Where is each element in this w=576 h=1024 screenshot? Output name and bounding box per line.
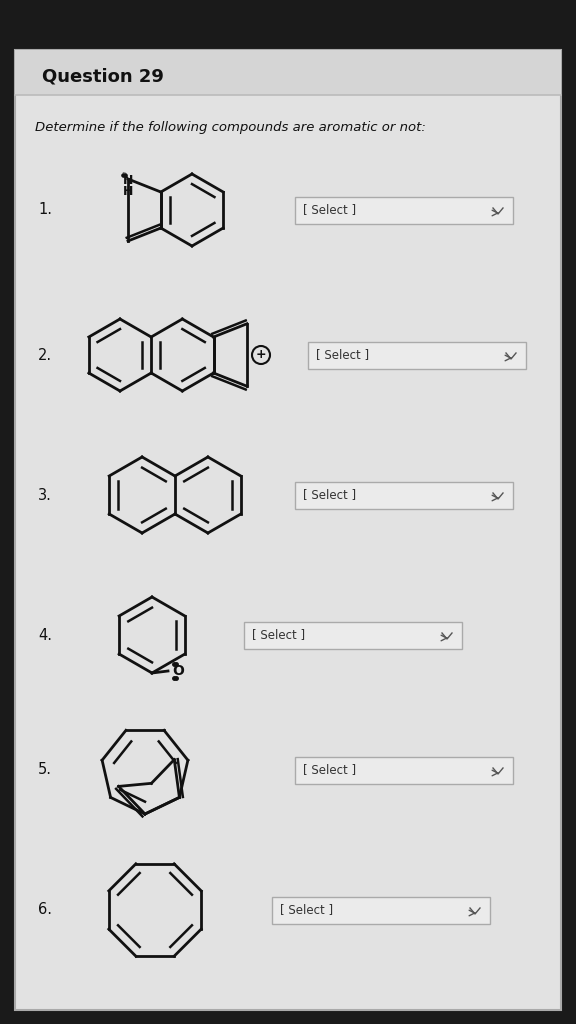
Bar bbox=[244, 622, 462, 648]
Text: [ Select ]: [ Select ] bbox=[303, 764, 356, 776]
Text: 1.: 1. bbox=[38, 203, 52, 217]
Text: 6.: 6. bbox=[38, 902, 52, 918]
Text: ··: ·· bbox=[122, 170, 127, 178]
Text: H: H bbox=[123, 184, 133, 198]
Text: [ Select ]: [ Select ] bbox=[316, 348, 369, 361]
Text: 2.: 2. bbox=[38, 347, 52, 362]
Text: [ Select ]: [ Select ] bbox=[303, 488, 356, 502]
Text: [ Select ]: [ Select ] bbox=[280, 903, 333, 916]
Bar bbox=[295, 757, 513, 783]
Text: 4.: 4. bbox=[38, 628, 52, 642]
Bar bbox=[308, 341, 526, 369]
Bar bbox=[15, 50, 561, 95]
Bar bbox=[295, 481, 513, 509]
Text: Question 29: Question 29 bbox=[42, 67, 164, 85]
Text: Determine if the following compounds are aromatic or not:: Determine if the following compounds are… bbox=[35, 122, 426, 134]
Text: N: N bbox=[123, 173, 133, 186]
Bar bbox=[295, 197, 513, 223]
Text: O: O bbox=[172, 664, 184, 678]
Text: [ Select ]: [ Select ] bbox=[303, 204, 356, 216]
FancyBboxPatch shape bbox=[15, 50, 561, 1010]
Text: 5.: 5. bbox=[38, 763, 52, 777]
Text: [ Select ]: [ Select ] bbox=[252, 629, 305, 641]
Bar bbox=[272, 896, 490, 924]
Text: 3.: 3. bbox=[38, 487, 52, 503]
Text: +: + bbox=[256, 348, 266, 361]
